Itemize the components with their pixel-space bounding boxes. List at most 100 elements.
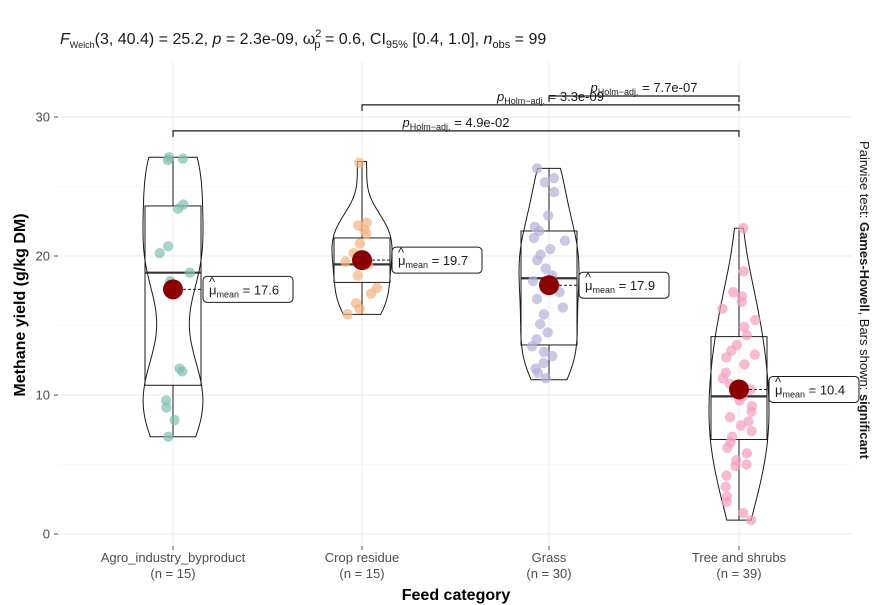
data-point [738, 507, 749, 519]
data-point [154, 248, 165, 259]
data-point [720, 481, 731, 492]
data-point [342, 309, 353, 320]
data-point [340, 256, 351, 267]
bracket-line [172, 130, 740, 137]
data-point [542, 327, 553, 338]
comparison-bracket: pHolm−adj. = 7.7e-07 [548, 80, 740, 102]
data-point [162, 241, 174, 252]
data-point [162, 154, 174, 166]
x-tick-n-label: (n = 15) [339, 566, 384, 581]
violin [708, 227, 770, 521]
data-point [354, 238, 366, 249]
data-point [538, 357, 549, 369]
mean-point [729, 379, 749, 400]
mean-label-box [202, 275, 294, 303]
x-tick-n-label: (n = 30) [526, 566, 571, 581]
comparison-bracket: pHolm−adj. = 3.3e-09 [361, 89, 740, 111]
y-tick-label: 0 [43, 527, 50, 542]
data-point [746, 406, 757, 417]
violin [142, 156, 204, 438]
data-point [354, 303, 365, 315]
bracket-label: pHolm−adj. = 3.3e-09 [496, 89, 604, 106]
bracket-label: pHolm−adj. = 4.9e-02 [402, 115, 510, 132]
data-point [741, 459, 752, 470]
group-0: μmean = 17.6^ [142, 152, 294, 442]
data-point [743, 416, 754, 427]
mean-point [352, 250, 372, 271]
data-point [749, 349, 761, 360]
data-point [527, 275, 539, 287]
data-point [741, 330, 753, 341]
y-axis-title: Methane yield (g/kg DM) [12, 213, 29, 396]
caption: Pairwise test: Games-Howell, Bars shown:… [857, 141, 872, 460]
mean-label: μmean = 10.4 [775, 382, 845, 399]
x-tick-label: Grass [532, 550, 567, 565]
y-tick-label: 20 [36, 249, 50, 264]
data-point [540, 263, 551, 274]
data-point [532, 367, 544, 378]
data-point [736, 296, 747, 308]
data-point [746, 514, 757, 526]
data-point [534, 318, 546, 330]
data-point [539, 177, 551, 188]
data-point [354, 157, 365, 169]
data-point [169, 414, 180, 426]
x-tick-label: Crop residue [325, 550, 399, 565]
mean-hat-icon: ^ [585, 270, 592, 285]
data-point [738, 223, 749, 234]
gridlines [58, 62, 852, 546]
group-3: μmean = 10.4^ [708, 223, 860, 526]
data-point [548, 186, 560, 198]
data-point [532, 254, 543, 266]
mean-point [539, 275, 559, 296]
data-point [538, 309, 550, 320]
bracket-line [548, 95, 740, 102]
data-point [721, 470, 732, 481]
group-2: μmean = 17.9^ [518, 163, 670, 384]
x-axis-title: Feed category [402, 587, 511, 604]
mean-label-box [578, 271, 670, 299]
data-point [735, 420, 747, 431]
mean-label: μmean = 17.9 [585, 278, 655, 295]
data-point [739, 321, 750, 333]
x-tick-n-label: (n = 39) [716, 566, 761, 581]
data-point [365, 288, 377, 299]
comparison-bracket: pHolm−adj. = 4.9e-02 [172, 115, 740, 137]
bracket-label: pHolm−adj. = 7.7e-07 [590, 80, 698, 97]
data-point [738, 266, 749, 277]
data-point [352, 270, 363, 281]
data-point [547, 350, 558, 362]
data-point [750, 314, 761, 326]
data-point [739, 359, 750, 370]
data-point [717, 303, 728, 315]
data-point [531, 163, 543, 174]
mean-label-box [768, 375, 860, 403]
mean-hat-icon: ^ [775, 374, 782, 389]
data-point [361, 228, 372, 239]
data-point [746, 425, 757, 437]
data-point [717, 373, 729, 384]
data-point [184, 267, 196, 278]
data-point [730, 460, 741, 472]
y-tick-label: 10 [36, 388, 50, 403]
data-point [177, 153, 189, 164]
mean-point [163, 279, 183, 300]
data-point [543, 210, 554, 221]
data-point [741, 448, 753, 459]
y-tick-label: 30 [36, 110, 50, 125]
data-point [724, 412, 736, 423]
data-point [557, 302, 569, 313]
data-point [721, 352, 732, 363]
bracket-line [361, 104, 740, 111]
data-point [545, 243, 556, 255]
data-point [538, 346, 550, 358]
data-point [721, 496, 732, 508]
data-point [176, 366, 188, 377]
data-point [528, 232, 540, 244]
data-point [531, 293, 543, 305]
data-point [559, 235, 571, 246]
data-point [722, 442, 733, 454]
data-point [172, 203, 184, 214]
mean-label-box [391, 246, 483, 274]
mean-label: μmean = 17.6 [209, 282, 279, 299]
